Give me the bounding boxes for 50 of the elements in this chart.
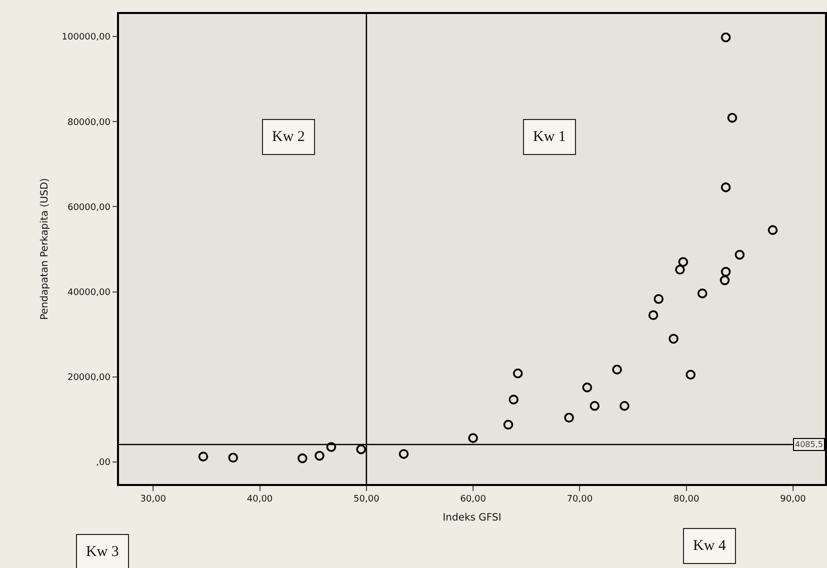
point (686, 370, 696, 380)
x-tick-label: 70,00 (566, 494, 593, 505)
point (564, 412, 574, 423)
point (508, 394, 518, 404)
x-axis-title: Indeks GFSI (442, 512, 502, 524)
y-tick-label: 100000,00 (62, 32, 111, 43)
y-tick-label: 80000,00 (67, 118, 111, 128)
point (468, 433, 478, 443)
point (590, 401, 600, 411)
point (668, 334, 678, 344)
x-tick-label: 80,00 (673, 494, 700, 505)
point (648, 310, 658, 320)
text: Kw 4 (693, 538, 726, 554)
x-tick-label: 40,00 (246, 494, 273, 505)
point (314, 450, 324, 461)
point (720, 266, 731, 277)
point (228, 452, 238, 463)
point (356, 444, 366, 454)
point (298, 453, 308, 464)
point (198, 452, 208, 462)
point (582, 382, 592, 392)
point (654, 294, 664, 304)
y-axis-title: Pendapatan Perkapita (USD) (39, 178, 50, 320)
x-tick-label: 90,00 (780, 494, 806, 505)
point (612, 364, 622, 374)
annotation: Kw 1 (533, 129, 566, 145)
text: Kw 3 (86, 544, 119, 560)
point (720, 275, 730, 286)
point (675, 264, 685, 275)
annotation: Kw 2 (272, 129, 305, 145)
y-tick-label: ,00 (96, 458, 111, 468)
point (326, 442, 336, 452)
point (678, 257, 688, 267)
x-tick-label: 50,00 (354, 494, 380, 505)
x-tick-label: 30,00 (140, 494, 166, 505)
x-tick-label: 60,00 (460, 494, 486, 505)
point (734, 250, 745, 260)
point (720, 32, 731, 42)
ref-line-label: 4085,5 (795, 440, 823, 449)
point (620, 401, 630, 411)
y-tick-label: 20000,00 (67, 372, 111, 383)
y-tick-label: 60000,00 (67, 202, 111, 213)
point (727, 112, 738, 123)
y-tick-label: 40000,00 (67, 288, 111, 298)
point (768, 225, 778, 235)
point (398, 449, 409, 459)
point (512, 368, 523, 378)
point (697, 288, 708, 298)
point (503, 420, 514, 430)
point (720, 182, 731, 192)
